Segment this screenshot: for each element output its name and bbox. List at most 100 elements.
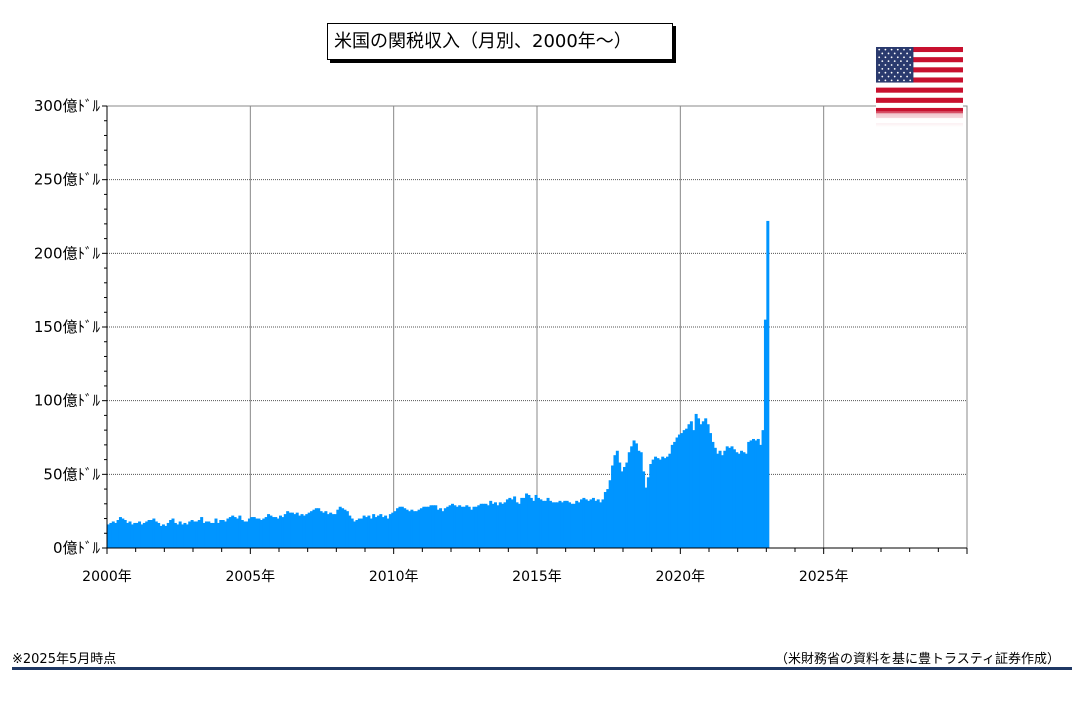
bar [446,506,450,548]
bar [204,521,208,548]
bar [341,508,345,548]
bar [185,524,189,548]
bar [310,511,314,548]
x-tick-label: 2005年 [226,569,276,585]
bar [338,506,342,548]
bar [398,506,402,548]
bar [520,497,524,548]
bar [111,521,115,548]
bar [345,511,349,548]
bar [725,446,729,548]
bar [718,450,722,548]
y-tick-label: 50億ﾄﾞﾙ [43,465,100,483]
bar [694,413,698,548]
bar [732,449,736,548]
bar [169,520,173,548]
bar [269,515,273,548]
bar [417,509,421,548]
bar [670,444,674,548]
x-tick-label: 2010年 [369,569,419,585]
bar [503,502,507,548]
bar [357,518,361,548]
bar [713,447,717,548]
bar [300,514,304,548]
bar [379,514,383,548]
bar [307,512,311,548]
bar [233,517,237,548]
bar [214,518,218,548]
bar [613,455,617,548]
bar [288,512,292,548]
bar [553,502,557,548]
y-tick-label: 150億ﾄﾞﾙ [34,318,101,336]
bar [462,506,466,548]
bar [689,421,693,548]
bar [489,500,493,548]
bar [130,524,134,548]
bar [522,497,526,548]
bar [381,517,385,548]
bar [527,494,531,548]
bar [560,502,564,548]
bar [687,424,691,548]
bar [606,489,610,548]
bar [133,522,137,548]
footnote: ※2025年5月時点 [12,652,117,667]
bar [298,515,302,548]
bar [410,509,414,548]
bar [498,502,502,548]
bar [412,511,416,548]
bar [529,497,533,548]
bar [164,525,168,548]
bar [314,508,318,548]
bar [317,508,321,548]
bar [649,464,653,548]
bar [255,518,259,548]
bar [634,443,638,548]
bar [245,521,249,548]
bar [128,521,132,548]
bar [388,514,392,548]
bar [157,522,161,548]
bar [176,524,180,548]
bar [118,517,122,548]
bar [491,503,495,548]
bar [742,452,746,548]
bar [312,509,316,548]
bar [582,497,586,548]
us-flag-icon [876,47,963,127]
bar [458,505,462,548]
bar [195,521,199,548]
bar [632,440,636,548]
bar [740,450,744,548]
chart-title: 米国の関税収入（月別、2000年～） [327,23,673,60]
bar [704,418,708,548]
bar [706,424,710,548]
bar [360,518,364,548]
bars-layer [107,220,770,549]
bar [391,512,395,548]
x-tick-label: 2020年 [656,569,706,585]
bar [209,522,213,548]
bar [207,521,211,548]
bar [596,499,600,548]
bar [510,499,514,548]
bar [754,440,758,548]
y-tick-label: 100億ﾄﾞﾙ [34,392,101,410]
bar [126,522,130,548]
bar [627,452,631,548]
bar [441,511,445,548]
bar [728,447,732,548]
bar [752,438,755,548]
bar [252,517,256,548]
bar [257,518,261,548]
bar [431,505,435,548]
bar [200,517,204,548]
bar [467,506,471,548]
bar [152,518,156,548]
bar [367,515,371,548]
bar [575,500,579,548]
bar [551,502,555,548]
bar [451,503,454,548]
